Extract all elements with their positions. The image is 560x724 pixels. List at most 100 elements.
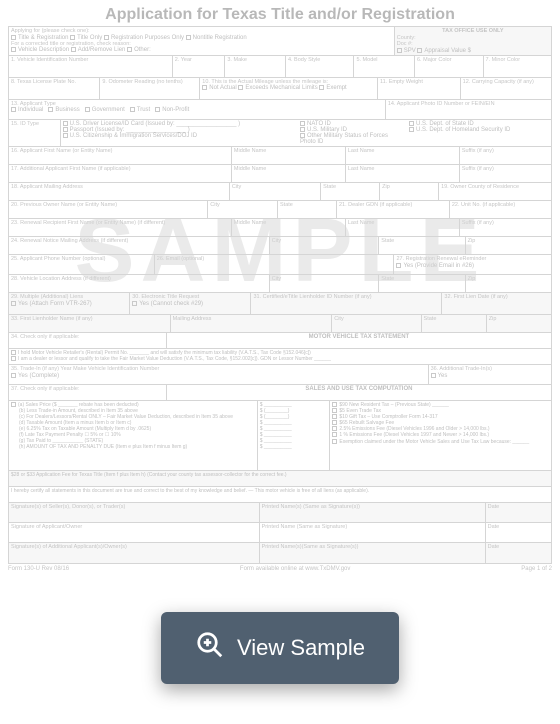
sig-e: Printed Name (Same as Signature) <box>262 524 483 531</box>
chk-r5[interactable] <box>332 426 337 431</box>
o: Individual <box>18 108 43 114</box>
chk-cis[interactable] <box>63 133 68 138</box>
chk-title-only[interactable] <box>70 35 75 40</box>
chk-ind[interactable] <box>11 107 16 112</box>
chk-other[interactable] <box>127 47 132 52</box>
chk-34b[interactable] <box>11 356 16 361</box>
h: (h) AMOUNT OF TAX AND PENALTY DUE (Item … <box>19 444 187 450</box>
o: Trust <box>137 108 150 114</box>
chk-na[interactable] <box>202 85 207 90</box>
f13: 13. Applicant Type <box>11 101 383 108</box>
chk-r6[interactable] <box>332 432 337 437</box>
f34: 34. Check only if applicable: <box>11 334 164 341</box>
chk-30[interactable] <box>132 301 137 306</box>
o: Other Military Status of Forces Photo ID <box>300 133 388 145</box>
m: Mailing Address <box>173 316 330 323</box>
chk-r4[interactable] <box>332 420 337 425</box>
sig-a: Signature(s) of Seller(s), Donor(s), or … <box>11 504 257 511</box>
chk-dl[interactable] <box>63 121 68 126</box>
form-grid: Applying for (please check one): Title &… <box>8 26 552 564</box>
f26: 26. Email (optional) <box>157 256 392 263</box>
chk-erem[interactable] <box>396 263 401 268</box>
chk-lien[interactable] <box>71 47 76 52</box>
chk-r3[interactable] <box>332 414 337 419</box>
chk-np[interactable] <box>155 107 160 112</box>
ln: Last Name <box>348 148 457 155</box>
sig-c: Signature of Applicant/Owner <box>11 524 257 531</box>
chk-title-reg[interactable] <box>11 35 16 40</box>
tax-office-head: TAX OFFICE USE ONLY <box>397 28 549 35</box>
chk-dhs[interactable] <box>409 127 414 132</box>
c: City <box>210 202 275 209</box>
f32: 32. First Lien Date (if any) <box>444 294 549 301</box>
f36: 36. Additional Trade-In(s) <box>431 366 549 373</box>
y: Yes (Complete) <box>18 373 59 379</box>
chk-gov[interactable] <box>85 107 90 112</box>
opt: Add/Remove Lien <box>78 47 126 53</box>
appraisal: Appraisal Value $ <box>424 48 471 54</box>
o: Business <box>55 108 79 114</box>
f31: 31. Certified/eTitle Lienholder ID Numbe… <box>253 294 439 301</box>
chk-bus[interactable] <box>48 107 53 112</box>
view-sample-button[interactable]: View Sample <box>161 612 399 684</box>
f28: 28. Vehicle Location Address (if differe… <box>11 276 267 283</box>
z: Zip <box>382 184 436 191</box>
ex: Exceeds Mechanical Limits <box>245 86 317 92</box>
page-title: Application for Texas Title and/or Regis… <box>0 0 560 26</box>
chk-dos[interactable] <box>409 121 414 126</box>
ln: Last Name <box>348 220 457 227</box>
f22: 22. Unit No. (if applicable) <box>452 202 549 209</box>
o: U.S. Citizenship & Immigration Services/… <box>70 133 197 139</box>
chk-em[interactable] <box>319 85 324 90</box>
chk-a[interactable] <box>11 402 16 407</box>
f33: 33. First Lienholder Name (if any) <box>11 316 168 323</box>
chk-nato[interactable] <box>300 121 305 126</box>
f18: 18. Applicant Mailing Address <box>11 184 227 191</box>
o: Non-Profit <box>162 108 189 114</box>
applying-for-label: Applying for (please check one): <box>11 28 392 35</box>
chk-pp[interactable] <box>63 127 68 132</box>
chk-36[interactable] <box>431 373 436 378</box>
chk-mil[interactable] <box>300 127 305 132</box>
chk-34a[interactable] <box>11 350 16 355</box>
f15: 15. ID Type <box>11 121 58 128</box>
chk-r7[interactable] <box>332 439 337 444</box>
f6: 6. Major Color <box>417 57 481 64</box>
chk-vdesc[interactable] <box>11 47 16 52</box>
footer-center: Form available online at www.TxDMV.gov <box>240 566 351 572</box>
mvt-head: MOTOR VEHICLE TAX STATEMENT <box>167 333 551 348</box>
t: I am a dealer or lessor and qualify to t… <box>18 356 331 362</box>
c: City <box>272 238 377 245</box>
f27: 27. Registration Renewal eReminder <box>396 256 549 263</box>
f10: 10. This is the Actual Mileage unless th… <box>202 79 375 86</box>
f21: 21. Dealer GDN (if applicable) <box>339 202 447 209</box>
chk-r2[interactable] <box>332 408 337 413</box>
chk-oth[interactable] <box>300 133 305 138</box>
f20: 20. Previous Owner Name (or Entity Name) <box>11 202 205 209</box>
c: City <box>334 316 418 323</box>
chk-ex[interactable] <box>238 85 243 90</box>
y: Yes (Cannot check #29) <box>139 301 203 307</box>
chk-29[interactable] <box>11 301 16 306</box>
chk-35[interactable] <box>11 373 16 378</box>
f14: 14. Applicant Photo ID Number or FEIN/EI… <box>388 101 549 108</box>
chk-reg-only[interactable] <box>104 35 109 40</box>
z: Zip <box>468 276 549 283</box>
chk-tr[interactable] <box>130 107 135 112</box>
footer: Form 130-U Rev 08/16 Form available onli… <box>0 564 560 574</box>
mn: Middle Name <box>234 148 343 155</box>
mn: Middle Name <box>234 166 343 173</box>
sig-d: Date <box>488 504 549 511</box>
spv: SPV <box>404 48 416 54</box>
f11: 11. Empty Weight <box>380 79 458 86</box>
cert: I hereby certify all statements in this … <box>11 488 549 494</box>
county-label: County: <box>397 35 549 42</box>
f17: 17. Additional Applicant First Name (if … <box>11 166 229 173</box>
chk-r1[interactable] <box>332 402 337 407</box>
f19: 19. Owner County of Residence <box>441 184 549 191</box>
tot: $28 or $33 Application Fee for Texas Tit… <box>11 472 549 478</box>
chk-nontitle[interactable] <box>186 35 191 40</box>
chk-spv[interactable] <box>397 48 402 53</box>
footer-right: Page 1 of 2 <box>521 566 552 572</box>
chk-appr[interactable] <box>417 48 422 53</box>
